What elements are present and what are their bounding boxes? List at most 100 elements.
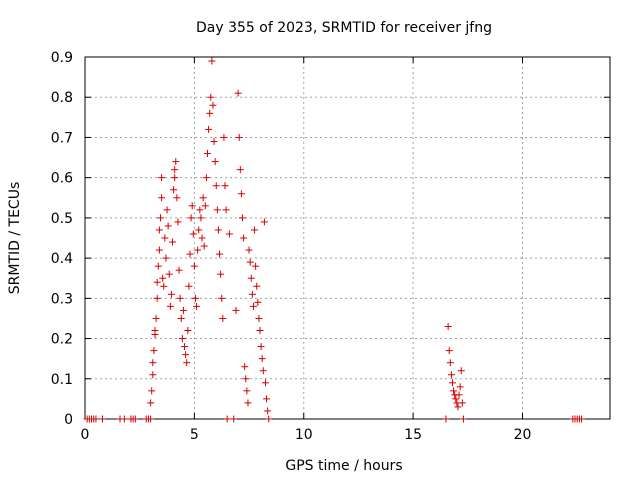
data-point	[152, 314, 160, 322]
x-tick-label: 20	[514, 427, 532, 443]
data-point	[155, 246, 163, 254]
y-tick-label: 0.3	[51, 291, 73, 307]
data-point	[263, 395, 271, 403]
data-point	[163, 206, 171, 214]
data-point	[158, 174, 166, 182]
y-tick-label: 0.9	[51, 50, 73, 66]
data-point	[181, 343, 189, 351]
data-point	[251, 226, 259, 234]
data-point	[239, 214, 246, 222]
data-point	[198, 234, 206, 242]
data-point	[455, 391, 463, 399]
data-point	[161, 234, 169, 242]
data-point	[178, 335, 186, 343]
y-tick-label: 0.1	[51, 372, 73, 388]
data-point	[169, 238, 176, 246]
data-point	[190, 262, 198, 270]
data-point	[442, 415, 450, 423]
data-point	[256, 327, 264, 335]
data-point	[252, 262, 260, 270]
data-point	[456, 383, 464, 391]
data-point	[216, 250, 224, 258]
data-point	[223, 415, 231, 423]
x-tick-labels: 0 5 10 15 20	[81, 427, 532, 443]
data-point	[195, 226, 203, 234]
data-point	[174, 218, 182, 226]
data-point	[242, 375, 250, 383]
data-point	[214, 226, 222, 234]
data-point	[159, 274, 167, 282]
data-point	[166, 302, 174, 310]
data-point	[179, 306, 187, 314]
data-point	[264, 407, 272, 415]
y-tick-label: 0.6	[51, 171, 73, 187]
data-point	[261, 379, 269, 387]
data-point	[259, 367, 267, 375]
data-point	[158, 194, 166, 202]
data-point	[177, 314, 185, 322]
data-point	[255, 314, 263, 322]
data-point	[211, 158, 219, 166]
data-point	[196, 206, 204, 214]
data-point	[187, 214, 195, 222]
chart-title: Day 355 of 2023, SRMTID for receiver jfn…	[196, 20, 492, 36]
data-point	[160, 282, 168, 290]
data-point	[210, 137, 218, 145]
y-tick-label: 0.8	[51, 90, 73, 106]
data-point	[235, 133, 243, 141]
data-points	[83, 57, 586, 423]
data-point	[183, 359, 191, 367]
data-point	[156, 214, 164, 222]
data-point	[207, 93, 215, 101]
data-point	[208, 57, 216, 65]
data-point	[452, 395, 460, 403]
data-point	[245, 246, 253, 254]
data-point	[154, 262, 162, 270]
data-point	[175, 266, 183, 274]
x-tick-label: 0	[81, 427, 90, 443]
data-point	[578, 415, 586, 423]
data-point	[164, 222, 172, 230]
y-tick-labels: 0 0.1 0.2 0.3 0.4 0.5 0.6 0.7 0.8 0.9	[51, 50, 73, 428]
data-point	[120, 415, 128, 423]
data-point	[217, 270, 225, 278]
x-tick-label: 15	[404, 427, 422, 443]
y-tick-label: 0.7	[51, 130, 73, 146]
data-point	[445, 347, 453, 355]
data-point	[191, 294, 199, 302]
data-point	[150, 347, 158, 355]
data-point	[155, 226, 163, 234]
data-point	[188, 202, 196, 210]
data-point	[184, 327, 192, 335]
data-point	[165, 270, 173, 278]
data-point	[236, 166, 244, 174]
data-point	[253, 282, 261, 290]
data-point	[246, 258, 254, 266]
data-point	[99, 415, 106, 423]
data-point	[219, 314, 227, 322]
data-point	[171, 174, 179, 182]
data-point	[247, 274, 255, 282]
data-point	[234, 89, 242, 97]
data-point	[230, 415, 238, 423]
data-point	[197, 214, 205, 222]
data-point	[454, 403, 462, 411]
data-point	[213, 206, 221, 214]
data-point	[459, 415, 467, 423]
data-point	[257, 343, 265, 351]
grid	[85, 57, 610, 419]
data-point	[151, 327, 159, 335]
y-tick-label: 0.4	[51, 251, 73, 267]
data-point	[449, 379, 456, 387]
data-point	[221, 182, 229, 190]
data-point	[240, 234, 248, 242]
data-point	[193, 302, 201, 310]
data-point	[249, 302, 257, 310]
data-point	[131, 415, 139, 423]
data-point	[237, 190, 245, 198]
data-point	[186, 250, 194, 258]
data-point	[162, 254, 170, 262]
data-point	[185, 282, 193, 290]
data-point	[173, 194, 181, 202]
